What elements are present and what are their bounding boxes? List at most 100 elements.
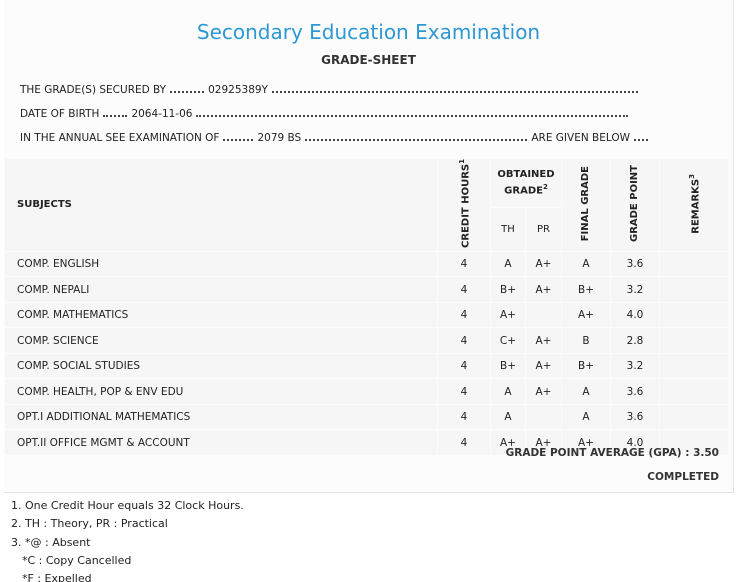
subject-name: COMP. HEALTH, POP & ENV EDU bbox=[17, 385, 184, 398]
subject-cell: COMP. MATHEMATICS bbox=[5, 302, 437, 328]
info-label: THE GRADE(S) SECURED BY bbox=[20, 84, 167, 96]
header-text: TH bbox=[501, 224, 515, 236]
grade-cell: B+ bbox=[562, 277, 610, 302]
grade-cell: A+ bbox=[526, 430, 561, 455]
info-label: DATE OF BIRTH bbox=[20, 108, 100, 120]
grade-row: COMP. ENGLISH 4 A A+ A 3.6 bbox=[5, 251, 728, 277]
remarks-cell bbox=[660, 430, 728, 455]
grade-row: OPT.II OFFICE MGMT & ACCOUNT 4 A+ A+ A+ 4.0 bbox=[5, 430, 728, 455]
subject-cell: COMP. SOCIAL STUDIES bbox=[5, 353, 437, 379]
cell-value: 4.0 bbox=[626, 436, 644, 449]
grade-cell: 4 bbox=[438, 277, 490, 302]
subject-name: COMP. MATHEMATICS bbox=[17, 309, 129, 322]
cell-value: 4 bbox=[460, 360, 468, 373]
cell-value: 4 bbox=[460, 309, 468, 322]
subject-name: OPT.II OFFICE MGMT & ACCOUNT bbox=[17, 436, 190, 449]
grade-cell: B+ bbox=[562, 353, 610, 379]
gpa-value: 3.50 bbox=[693, 447, 719, 459]
info-line: IN THE ANNUAL SEE EXAMINATION OF 2079 BS… bbox=[20, 128, 652, 144]
grade-cell: A+ bbox=[526, 353, 561, 379]
grade-row: COMP. NEPALI 4 B+ A+ B+ 3.2 bbox=[5, 277, 728, 302]
subject-name: COMP. ENGLISH bbox=[17, 258, 100, 271]
header-cell: CREDIT HOURS1 bbox=[438, 159, 490, 251]
header-cell: FINAL GRADE bbox=[562, 159, 610, 251]
header-cell: REMARKS3 bbox=[660, 159, 728, 251]
remarks-cell bbox=[660, 251, 728, 277]
header-cell: SUBJECTS bbox=[5, 159, 437, 251]
header-cell: OBTAINED GRADE2 bbox=[491, 159, 561, 208]
cell-value: A+ bbox=[535, 258, 552, 271]
cell-value: A bbox=[504, 411, 512, 424]
grade-cell: A+ bbox=[526, 251, 561, 277]
grade-cell: A+ bbox=[491, 302, 525, 328]
cell-value: 3.2 bbox=[626, 283, 644, 296]
grade-cell: 4.0 bbox=[611, 302, 659, 328]
grade-cell: A+ bbox=[526, 277, 561, 302]
grade-cell: A bbox=[491, 379, 525, 404]
grade-cell: A+ bbox=[526, 379, 561, 404]
cell-value: A+ bbox=[500, 436, 516, 449]
header-text: PR bbox=[537, 224, 550, 236]
grade-cell: 4 bbox=[438, 353, 490, 379]
grade-cell: 4 bbox=[438, 328, 490, 353]
cell-value: A+ bbox=[535, 283, 552, 296]
footnote: 1. One Credit Hour equals 32 Clock Hours… bbox=[11, 499, 244, 512]
grade-cell: C+ bbox=[491, 328, 525, 353]
cell-value: 4 bbox=[460, 436, 468, 449]
gpa-line: GRADE POINT AVERAGE (GPA) : 3.50 bbox=[506, 447, 719, 459]
grade-cell: A bbox=[562, 404, 610, 430]
grade-cell: 4 bbox=[438, 251, 490, 277]
grade-cell: 4.0 bbox=[611, 430, 659, 455]
cell-value: 3.6 bbox=[626, 258, 644, 271]
grade-cell: 4 bbox=[438, 430, 490, 455]
cell-value: 3.2 bbox=[626, 360, 644, 373]
info-value: 2064-11-06 bbox=[131, 108, 193, 120]
grade-cell: A+ bbox=[526, 328, 561, 353]
grade-cell: A+ bbox=[562, 430, 610, 455]
grade-cell: B+ bbox=[491, 277, 525, 302]
cell-value: B+ bbox=[499, 360, 516, 373]
cell-value: A+ bbox=[578, 309, 594, 322]
info-suffix: ARE GIVEN BELOW bbox=[531, 132, 630, 144]
dot-leader bbox=[170, 91, 205, 93]
info-line: THE GRADE(S) SECURED BY 02925389Y bbox=[20, 80, 642, 96]
grade-cell: A bbox=[562, 251, 610, 277]
dot-leader bbox=[271, 91, 638, 93]
subtitle: GRADE-SHEET bbox=[321, 53, 416, 67]
cell-value: 4.0 bbox=[626, 309, 644, 322]
subject-cell: COMP. HEALTH, POP & ENV EDU bbox=[5, 379, 437, 404]
grade-cell: 3.6 bbox=[611, 379, 659, 404]
cell-value: A+ bbox=[535, 385, 552, 398]
info-value: 2079 BS bbox=[257, 132, 302, 144]
cell-value: 4 bbox=[460, 258, 468, 271]
cell-value: B bbox=[582, 334, 590, 347]
subject-cell: COMP. ENGLISH bbox=[5, 251, 437, 277]
header-label: OBTAINED GRADE bbox=[497, 169, 555, 197]
cell-value: A+ bbox=[535, 436, 552, 449]
header-cell: PR bbox=[526, 208, 561, 251]
footnote-ref: 3 bbox=[687, 173, 696, 179]
cell-value: 3.6 bbox=[626, 411, 644, 424]
cell-value: A+ bbox=[578, 436, 594, 449]
subject-name: COMP. SOCIAL STUDIES bbox=[17, 360, 141, 373]
grade-cell: A bbox=[491, 251, 525, 277]
grade-cell bbox=[526, 404, 561, 430]
cell-value: A bbox=[582, 411, 590, 424]
dot-leader bbox=[223, 139, 254, 141]
header-text: REMARKS3 bbox=[687, 174, 701, 234]
footnote-ref: 1 bbox=[457, 159, 466, 164]
header-cell: GRADE POINT bbox=[611, 159, 659, 251]
cell-value: A bbox=[504, 258, 512, 271]
remarks-cell bbox=[660, 379, 728, 404]
dot-leader bbox=[634, 139, 648, 141]
cell-value: A bbox=[504, 385, 512, 398]
grade-cell: 4 bbox=[438, 302, 490, 328]
grade-cell: B+ bbox=[491, 353, 525, 379]
grade-cell: A+ bbox=[491, 430, 525, 455]
result: COMPLETED bbox=[647, 471, 719, 483]
grade-cell: A+ bbox=[562, 302, 610, 328]
cell-value: A+ bbox=[535, 360, 552, 373]
remarks-cell bbox=[660, 302, 728, 328]
cell-value: 2.8 bbox=[626, 334, 644, 347]
